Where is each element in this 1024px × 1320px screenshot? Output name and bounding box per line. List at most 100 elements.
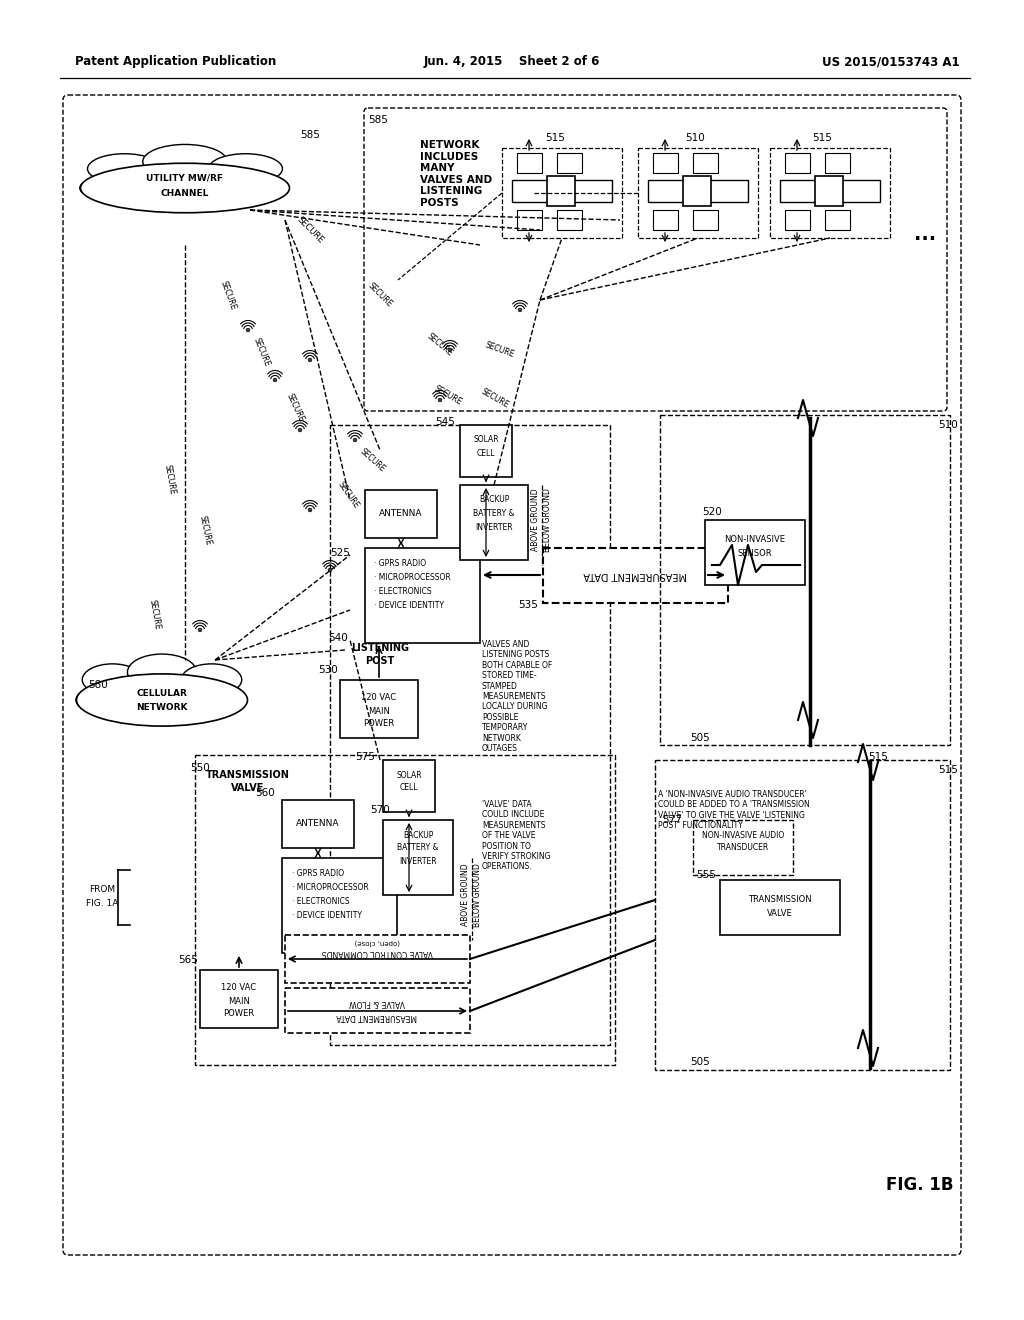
Text: VALVE & FLOW: VALVE & FLOW [349,998,404,1007]
Text: 505: 505 [690,1057,710,1067]
Text: · MICROPROCESSOR: · MICROPROCESSOR [292,883,369,891]
Text: 575: 575 [355,752,375,762]
Text: MAIN: MAIN [228,997,250,1006]
Ellipse shape [77,675,248,726]
Text: Jun. 4, 2015    Sheet 2 of 6: Jun. 4, 2015 Sheet 2 of 6 [424,55,600,69]
Bar [720,880,840,935]
Text: NON-INVASIVE AUDIO: NON-INVASIVE AUDIO [701,830,784,840]
Bar [383,820,453,895]
Text: MEASUREMENT DATA: MEASUREMENT DATA [584,570,687,579]
Text: 505: 505 [690,733,710,743]
Bar [653,210,678,230]
Bar [638,148,758,238]
Text: SECURE: SECURE [218,280,238,310]
Bar [365,490,437,539]
Bar [785,210,810,230]
Text: SECURE: SECURE [484,341,516,359]
Text: 585: 585 [300,129,319,140]
Text: CELL: CELL [399,784,418,792]
Text: POWER: POWER [364,719,394,729]
Text: US 2015/0153743 A1: US 2015/0153743 A1 [822,55,961,69]
Text: FIG. 1B: FIG. 1B [886,1176,953,1195]
Ellipse shape [209,153,283,183]
Bar [660,414,950,744]
Text: VALVE: VALVE [767,908,793,917]
Text: POST: POST [366,656,394,667]
Text: VALVES AND
LISTENING POSTS
BOTH CAPABLE OF
STORED TIME-
STAMPED
MEASUREMENTS
LOC: VALVES AND LISTENING POSTS BOTH CAPABLE … [482,640,552,752]
Circle shape [199,628,202,632]
Bar [383,760,435,812]
Bar [825,210,850,230]
Bar [195,755,615,1065]
Text: 515: 515 [938,766,957,775]
Text: 585: 585 [368,115,388,125]
Bar [365,548,480,643]
Text: Patent Application Publication: Patent Application Publication [75,55,276,69]
Text: 545: 545 [435,417,455,426]
Text: BELOW GROUND: BELOW GROUND [473,863,482,927]
Text: INVERTER: INVERTER [475,523,513,532]
Text: 'VALVE' DATA
COULD INCLUDE
MEASUREMENTS
OF THE VALVE
POSITION TO
VERIFY STROKING: 'VALVE' DATA COULD INCLUDE MEASUREMENTS … [482,800,551,871]
Text: ABOVE GROUND: ABOVE GROUND [530,488,540,552]
Ellipse shape [87,153,162,183]
Text: 520: 520 [702,507,722,517]
Circle shape [246,329,250,331]
Text: 565: 565 [178,954,198,965]
Bar [648,180,748,202]
Text: · GPRS RADIO: · GPRS RADIO [292,869,344,878]
Bar [502,148,622,238]
Text: A 'NON-INVASIVE AUDIO TRANSDUCER'
COULD BE ADDED TO A 'TRANSMISSION
VALVE' TO GI: A 'NON-INVASIVE AUDIO TRANSDUCER' COULD … [658,789,810,830]
Text: 510: 510 [685,133,705,143]
Text: TRANSDUCER: TRANSDUCER [717,843,769,853]
Text: NON-INVASIVE: NON-INVASIVE [725,536,785,544]
Text: 510: 510 [938,420,957,430]
Text: 530: 530 [318,665,338,675]
Bar [547,176,575,206]
Bar [557,210,582,230]
Bar [285,987,470,1034]
Text: CHANNEL: CHANNEL [161,189,209,198]
Circle shape [449,348,452,352]
Circle shape [518,308,522,312]
Text: CELL: CELL [477,449,496,458]
Text: · DEVICE IDENTITY: · DEVICE IDENTITY [374,601,444,610]
Text: ANTENNA: ANTENNA [379,510,423,519]
Text: SOLAR: SOLAR [396,771,422,780]
Bar [693,210,718,230]
Bar [557,153,582,173]
Text: NETWORK: NETWORK [136,704,187,713]
Text: 525: 525 [330,548,350,558]
Text: SECURE: SECURE [479,387,510,409]
Ellipse shape [127,655,197,690]
Bar [517,153,542,173]
Bar [653,153,678,173]
Text: BACKUP: BACKUP [479,495,509,504]
Bar [517,210,542,230]
Text: ABOVE GROUND: ABOVE GROUND [461,863,469,927]
Circle shape [329,568,332,572]
Text: 535: 535 [518,601,538,610]
Bar [340,680,418,738]
Bar [683,176,711,206]
Bar [770,148,890,238]
Text: FIG. 1A: FIG. 1A [86,899,118,908]
Text: 120 VAC: 120 VAC [221,983,257,993]
Text: 560: 560 [255,788,274,799]
Text: POWER: POWER [223,1010,255,1019]
Text: SECURE: SECURE [295,215,325,246]
Bar [200,970,278,1028]
Bar [282,800,354,847]
Text: SECURE: SECURE [147,599,162,631]
Text: (open, close): (open, close) [354,939,399,945]
Circle shape [353,438,356,442]
Circle shape [308,358,311,362]
Text: BELOW GROUND: BELOW GROUND [544,488,553,552]
Text: 120 VAC: 120 VAC [361,693,396,702]
Text: · ELECTRONICS: · ELECTRONICS [292,896,349,906]
Text: · GPRS RADIO: · GPRS RADIO [374,558,426,568]
Ellipse shape [181,664,242,696]
Bar [282,858,397,953]
Text: SOLAR: SOLAR [473,436,499,445]
Text: 550: 550 [190,763,210,774]
Circle shape [308,508,311,512]
